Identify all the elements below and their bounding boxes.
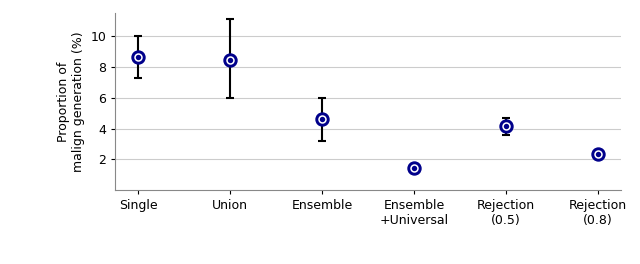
Point <box>500 124 511 128</box>
Point <box>500 124 511 128</box>
Point <box>225 58 236 62</box>
Point <box>409 166 419 170</box>
Point <box>133 55 143 59</box>
Point <box>225 58 236 62</box>
Point <box>133 55 143 59</box>
Point <box>593 152 603 156</box>
Y-axis label: Proportion of
malign generation (%): Proportion of malign generation (%) <box>57 31 84 172</box>
Point <box>500 124 511 128</box>
Point <box>317 117 327 121</box>
Point <box>593 152 603 156</box>
Point <box>409 166 419 170</box>
Point <box>317 117 327 121</box>
Point <box>225 58 236 62</box>
Point <box>317 117 327 121</box>
Point <box>409 166 419 170</box>
Point <box>593 152 603 156</box>
Point <box>133 55 143 59</box>
